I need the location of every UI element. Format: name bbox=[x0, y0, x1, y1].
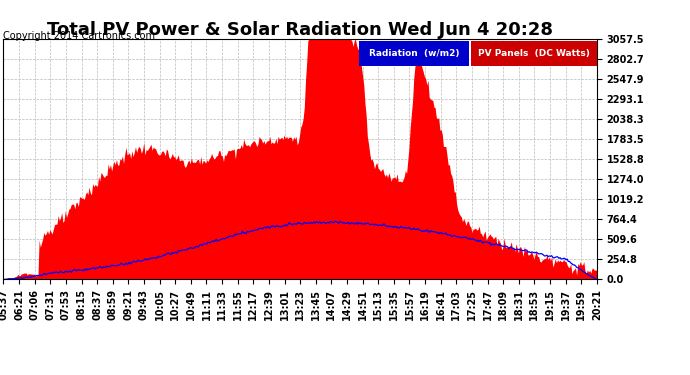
Text: PV Panels  (DC Watts): PV Panels (DC Watts) bbox=[478, 49, 590, 58]
Bar bbox=[471, 41, 597, 66]
Title: Total PV Power & Solar Radiation Wed Jun 4 20:28: Total PV Power & Solar Radiation Wed Jun… bbox=[47, 21, 553, 39]
Text: Copyright 2014 Cartronics.com: Copyright 2014 Cartronics.com bbox=[3, 32, 155, 41]
Text: Radiation  (w/m2): Radiation (w/m2) bbox=[369, 49, 460, 58]
Bar bbox=[359, 41, 469, 66]
